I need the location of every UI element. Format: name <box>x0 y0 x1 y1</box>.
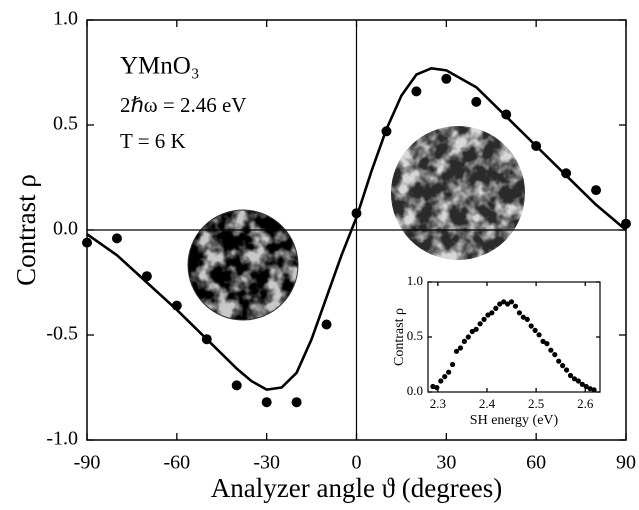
data-point <box>528 323 534 329</box>
annotation: 2ℏω = 2.46 eV <box>120 93 246 117</box>
y-tick-label: 0.0 <box>407 383 423 398</box>
data-point <box>438 378 444 384</box>
data-point <box>512 303 519 309</box>
data-point <box>560 363 566 369</box>
inset-plot: 2.3 2.4 2.5 2.6 0.0 0.5 1.0 SH energy (eV) Contr… <box>392 273 601 428</box>
x-tick-label: -90 <box>74 452 101 474</box>
data-point <box>457 345 464 351</box>
y-tick-label: 0.5 <box>53 113 78 135</box>
x-tick-label: 60 <box>526 452 546 474</box>
y-tick-label: 1.0 <box>53 8 78 30</box>
data-point <box>501 299 507 305</box>
y-axis-label: Contrast ρ <box>392 308 407 366</box>
data-point <box>591 185 602 196</box>
data-point <box>430 383 436 390</box>
data-point <box>505 301 511 307</box>
x-axis-label: SH energy (eV) <box>470 413 559 428</box>
x-tick-label: -60 <box>163 452 190 474</box>
annotation: T = 6 K <box>120 129 186 153</box>
main-plot: -90 -60 -30 0 30 60 90 -1.0 -0.5 0.0 0.5 1.0 Analyze… <box>11 8 636 504</box>
annotation: YMnO₃ <box>120 53 200 80</box>
data-point <box>524 316 530 322</box>
y-tick-label: -1.0 <box>46 428 78 450</box>
data-point <box>461 338 467 344</box>
data-point <box>501 109 512 120</box>
x-tick-label: 2.5 <box>528 396 544 411</box>
data-point <box>481 316 487 322</box>
data-point <box>471 96 482 107</box>
y-tick-label: 1.0 <box>407 273 423 288</box>
data-point <box>563 367 570 373</box>
data-point <box>449 361 456 368</box>
data-point <box>575 378 581 384</box>
data-point <box>516 310 523 316</box>
data-point <box>508 299 515 305</box>
data-point <box>489 310 495 316</box>
data-point <box>536 332 542 338</box>
x-tick-label: 2.6 <box>577 396 594 411</box>
y-tick-label: -0.5 <box>46 323 78 345</box>
data-point <box>446 369 452 375</box>
data-point <box>532 327 538 333</box>
data-point <box>556 358 562 364</box>
data-point <box>540 338 546 344</box>
micrograph <box>391 126 525 260</box>
data-point <box>321 319 332 330</box>
fit-curve <box>86 67 627 391</box>
data-point <box>291 397 302 408</box>
data-point <box>465 334 471 340</box>
data-point <box>261 397 272 408</box>
data-point <box>485 312 491 318</box>
data-point <box>469 328 475 335</box>
x-tick-label: 0 <box>352 452 362 474</box>
x-axis-label: Analyzer angle ϑ (degrees) <box>211 473 502 503</box>
data-point <box>411 86 422 97</box>
y-axis-label: Contrast ρ <box>11 174 41 286</box>
data-point <box>111 233 122 244</box>
data-point <box>583 383 589 390</box>
micrograph <box>187 209 299 321</box>
y-tick-label: 0.5 <box>407 328 423 343</box>
data-point <box>231 380 242 391</box>
data-point <box>544 341 550 347</box>
data-point <box>579 381 585 387</box>
data-point <box>82 237 92 248</box>
x-tick-label: 2.3 <box>430 396 446 411</box>
data-point <box>571 376 578 382</box>
data-point <box>441 73 452 84</box>
data-point <box>473 326 479 332</box>
data-point <box>477 321 483 327</box>
data-point <box>548 347 554 353</box>
data-point <box>591 387 597 393</box>
x-tick-label: 2.4 <box>479 396 496 411</box>
y-tick-label: 0.0 <box>53 218 78 240</box>
x-tick-label: 30 <box>436 452 456 474</box>
data-point <box>552 352 558 358</box>
data-point <box>453 348 460 354</box>
inset-background <box>428 282 600 392</box>
data-point <box>587 386 593 392</box>
data-point <box>520 314 526 320</box>
data-point <box>434 385 440 391</box>
data-point <box>442 374 448 380</box>
data-point <box>497 301 503 307</box>
data-point <box>561 168 572 179</box>
x-tick-label: 90 <box>616 452 636 474</box>
data-point <box>493 305 499 311</box>
data-point <box>567 372 574 379</box>
x-tick-label: -30 <box>253 452 280 474</box>
